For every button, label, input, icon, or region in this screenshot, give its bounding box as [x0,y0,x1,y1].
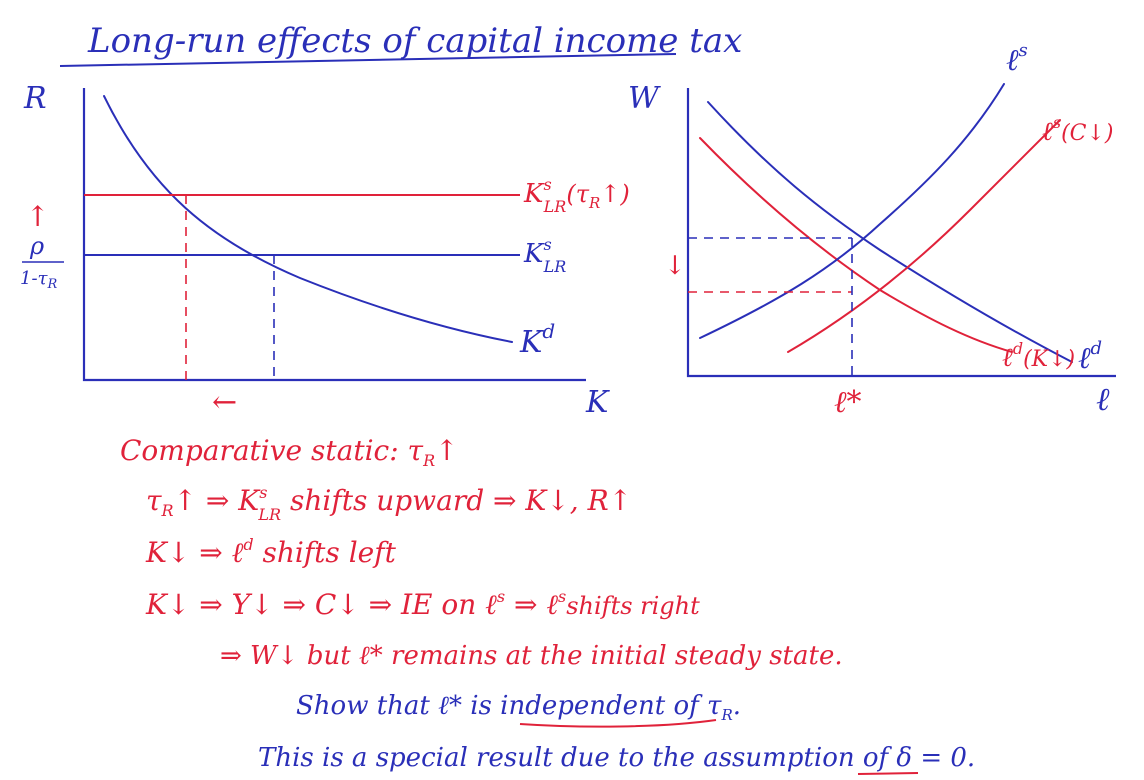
note-line-1: Comparative static: τR↑ [120,434,459,470]
right-graph: W ℓ ℓd ℓd(K↓) ℓs ℓs(C↓) ↓ ℓ* [628,40,1116,420]
ls-shifted-curve [787,119,1061,353]
note-line-3: K↓ ⇒ ℓd shifts left [145,535,397,569]
left-arrow: ← [212,385,237,420]
rate-numerator: ρ [29,232,44,260]
kd-label: Kd [519,319,555,360]
note-line-4: K↓ ⇒ Y↓ ⇒ C↓ ⇒ IE on ℓs ⇒ ℓsshifts right [145,587,700,621]
note-line-6: Show that ℓ* is independent of τR. [296,691,741,724]
right-x-axis-label: ℓ [1096,380,1110,418]
ks-label: Ks LR [523,235,566,276]
note-line-2: τR↑ ⇒ Ks LR shifts upward ⇒ K↓, R↑ [146,483,632,524]
ls-shifted-label: ℓs(C↓) [1042,113,1114,147]
ld-shifted-curve [699,137,1013,353]
kd-demand-curve [103,95,513,343]
title-underline [59,53,677,67]
left-graph: R K Kd Ks LR(τR↑) Ks LR ρ 1-τR ↑ ← [20,81,630,420]
up-arrow: ↑ [26,200,49,233]
lstar-label: ℓ* [834,385,862,420]
left-axes [82,88,586,382]
right-y-axis-label: W [628,81,661,116]
ld-label: ℓd [1078,338,1102,376]
notes: Comparative static: τR↑ τR↑ ⇒ Ks LR shift… [120,434,975,775]
ld-demand-curve [707,101,1073,363]
ks-shifted-label: Ks LR(τR↑) [523,175,630,216]
right-axes [686,88,1116,378]
ld-shifted-label: ℓd(K↓) [1002,339,1075,373]
ls-label: ℓs [1006,40,1028,78]
note-line-5: ⇒ W↓ but ℓ* remains at the initial stead… [220,641,843,671]
independent-underline [519,719,717,728]
left-x-axis-label: K [585,385,610,420]
left-y-axis-label: R [23,81,47,116]
down-arrow: ↓ [664,251,686,281]
ls-supply-curve [699,83,1005,339]
rate-denominator: 1-τR [20,268,58,292]
note-line-7: This is a special result due to the assu… [258,743,975,773]
delta-underline [857,772,919,775]
